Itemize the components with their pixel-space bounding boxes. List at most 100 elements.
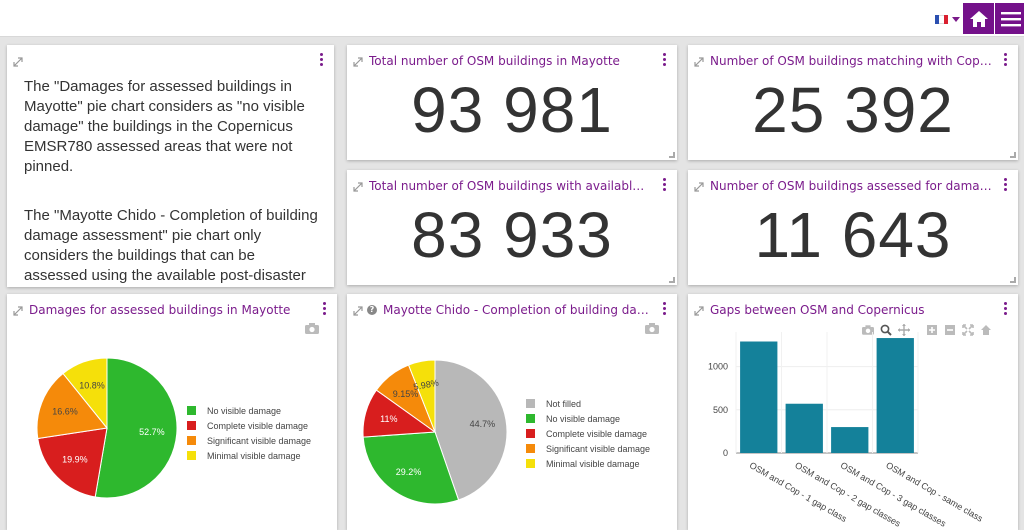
home-button[interactable] xyxy=(963,3,994,34)
language-dropdown-caret-icon[interactable] xyxy=(952,17,960,22)
kpi-panel-assessed: Number of OSM buildings assessed for dam… xyxy=(688,170,1018,285)
legend-item[interactable]: Minimal visible damage xyxy=(187,448,311,463)
kpi-value: 93 981 xyxy=(411,74,613,146)
kpi-value: 25 392 xyxy=(752,74,954,146)
pie-slice-label: 10.8% xyxy=(79,381,105,391)
camera-icon[interactable] xyxy=(305,323,319,334)
camera-icon[interactable] xyxy=(645,323,659,334)
chart-legend: No visible damage Complete visible damage… xyxy=(187,403,311,463)
resize-handle-icon[interactable] xyxy=(669,152,675,158)
pie-slice[interactable] xyxy=(94,357,178,499)
panel-menu-icon[interactable] xyxy=(663,53,667,66)
help-icon[interactable]: ? xyxy=(367,305,377,315)
panel-menu-icon[interactable] xyxy=(320,53,324,66)
hamburger-menu-icon xyxy=(1000,11,1021,26)
legend-swatch xyxy=(526,444,535,453)
pie-chart-damages: 52.7% 19.9% 16.6% 10.8% xyxy=(36,357,178,499)
legend-label: No visible damage xyxy=(546,413,621,424)
kpi-value: 83 933 xyxy=(411,199,613,271)
pie-slice[interactable] xyxy=(36,372,108,440)
panel-title: Total number of OSM buildings with avail… xyxy=(369,179,651,193)
panel-title: Number of OSM buildings matching with Co… xyxy=(710,54,992,68)
pie-slice-label: 29.2% xyxy=(396,467,422,477)
legend-label: Minimal visible damage xyxy=(207,450,301,461)
panel-menu-icon[interactable] xyxy=(1004,178,1008,191)
panel-menu-icon[interactable] xyxy=(1004,302,1008,315)
resize-handle-icon[interactable] xyxy=(669,277,675,283)
pie-slice[interactable] xyxy=(407,359,436,433)
reset-axes-home-icon[interactable] xyxy=(980,324,992,336)
panel-menu-icon[interactable] xyxy=(323,302,327,315)
legend-item[interactable]: Complete visible damage xyxy=(187,418,311,433)
home-icon xyxy=(969,10,988,27)
chart-toolbar xyxy=(862,324,992,336)
legend-label: Minimal visible damage xyxy=(546,458,640,469)
legend-swatch xyxy=(187,406,196,415)
pie-slice[interactable] xyxy=(434,359,508,501)
legend-swatch xyxy=(526,459,535,468)
resize-handle-icon[interactable] xyxy=(1010,152,1016,158)
legend-label: Complete visible damage xyxy=(207,420,309,431)
french-flag-icon[interactable] xyxy=(935,15,948,24)
pie-slice-label: 9.15% xyxy=(393,389,419,399)
resize-handle-icon[interactable] xyxy=(1010,277,1016,283)
bar[interactable] xyxy=(876,338,914,453)
legend-label: Not filled xyxy=(546,398,582,409)
pie-slice[interactable] xyxy=(362,431,460,505)
pie-slice-label: 19.9% xyxy=(62,455,88,465)
chart-legend: Not filled No visible damage Complete visi… xyxy=(526,396,650,471)
chart-panel-damages: Damages for assessed buildings in Mayott… xyxy=(7,294,337,530)
expand-icon[interactable] xyxy=(694,57,704,67)
panel-title: Number of OSM buildings assessed for dam… xyxy=(710,179,992,193)
zoom-out-icon[interactable] xyxy=(944,324,956,336)
legend-swatch xyxy=(187,421,196,430)
bar[interactable] xyxy=(740,341,778,453)
legend-swatch xyxy=(526,399,535,408)
panel-menu-icon[interactable] xyxy=(663,302,667,315)
pie-chart-completion: 44.7% 29.2% 11% 9.15%5.98% xyxy=(362,359,508,505)
legend-item[interactable]: Significant visible damage xyxy=(526,441,650,456)
legend-label: Significant visible damage xyxy=(207,435,312,446)
pie-slice-label: 52.7% xyxy=(139,427,165,437)
expand-icon[interactable] xyxy=(353,57,363,67)
pie-slice[interactable] xyxy=(62,357,108,430)
bar[interactable] xyxy=(785,403,823,453)
chart-panel-gaps: Gaps between OSM and Copernicus 0 500 1000… xyxy=(688,294,1018,530)
menu-button[interactable] xyxy=(995,3,1024,34)
top-bar xyxy=(0,0,1024,37)
legend-label: Significant visible damage xyxy=(546,443,651,454)
y-tick-label: 1000 xyxy=(708,362,728,372)
zoom-in-icon[interactable] xyxy=(926,324,938,336)
expand-icon[interactable] xyxy=(694,306,704,316)
pan-icon[interactable] xyxy=(898,324,910,336)
panel-title: Damages for assessed buildings in Mayott… xyxy=(29,303,291,317)
expand-icon[interactable] xyxy=(353,306,363,316)
pie-slice-label: 16.6% xyxy=(52,407,78,417)
legend-item[interactable]: No visible damage xyxy=(526,411,650,426)
kpi-panel-post-disaster: Total number of OSM buildings with avail… xyxy=(347,170,677,285)
legend-item[interactable]: Not filled xyxy=(526,396,650,411)
y-tick-label: 0 xyxy=(723,448,728,458)
camera-icon[interactable] xyxy=(862,324,874,336)
legend-item[interactable]: Minimal visible damage xyxy=(526,456,650,471)
legend-item[interactable]: Significant visible damage xyxy=(187,433,311,448)
pie-slice-label: 11% xyxy=(380,414,397,424)
zoom-icon[interactable] xyxy=(880,324,892,336)
expand-icon[interactable] xyxy=(13,306,23,316)
pie-slice[interactable] xyxy=(37,427,108,498)
autoscale-icon[interactable] xyxy=(962,324,974,336)
expand-icon[interactable] xyxy=(353,182,363,192)
panel-menu-icon[interactable] xyxy=(663,178,667,191)
kpi-value: 11 643 xyxy=(754,199,952,271)
bar[interactable] xyxy=(831,427,869,453)
expand-icon[interactable] xyxy=(13,57,23,67)
info-paragraph-2: The "Mayotte Chido - Completion of build… xyxy=(24,207,318,284)
legend-label: Complete visible damage xyxy=(546,428,648,439)
pie-slice-label: 5.98% xyxy=(413,378,440,393)
legend-item[interactable]: Complete visible damage xyxy=(526,426,650,441)
kpi-panel-matching-copernicus: Number of OSM buildings matching with Co… xyxy=(688,45,1018,160)
expand-icon[interactable] xyxy=(694,182,704,192)
legend-item[interactable]: No visible damage xyxy=(187,403,311,418)
panel-menu-icon[interactable] xyxy=(1004,53,1008,66)
legend-swatch xyxy=(526,414,535,423)
